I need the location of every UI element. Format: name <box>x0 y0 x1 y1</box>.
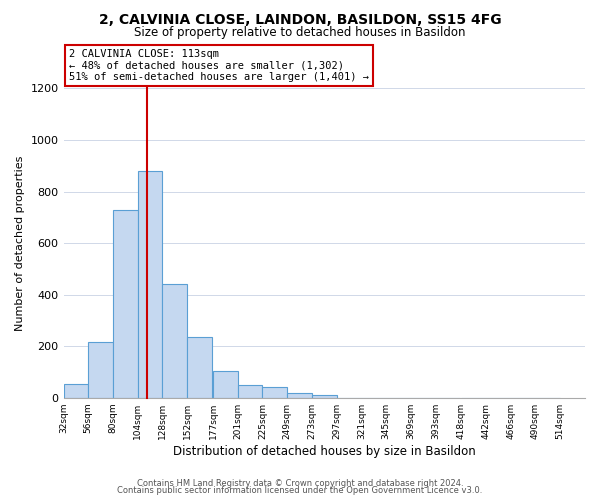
X-axis label: Distribution of detached houses by size in Basildon: Distribution of detached houses by size … <box>173 444 476 458</box>
Bar <box>163 284 187 398</box>
Bar <box>187 337 212 398</box>
Bar <box>88 342 113 398</box>
Bar <box>138 171 163 398</box>
Text: Contains public sector information licensed under the Open Government Licence v3: Contains public sector information licen… <box>118 486 482 495</box>
Y-axis label: Number of detached properties: Number of detached properties <box>15 156 25 330</box>
Bar <box>64 384 88 398</box>
Text: Contains HM Land Registry data © Crown copyright and database right 2024.: Contains HM Land Registry data © Crown c… <box>137 478 463 488</box>
Bar <box>312 395 337 398</box>
Text: 2 CALVINIA CLOSE: 113sqm
← 48% of detached houses are smaller (1,302)
51% of sem: 2 CALVINIA CLOSE: 113sqm ← 48% of detach… <box>69 49 369 82</box>
Bar <box>287 392 312 398</box>
Text: Size of property relative to detached houses in Basildon: Size of property relative to detached ho… <box>134 26 466 39</box>
Bar <box>213 370 238 398</box>
Bar <box>262 388 287 398</box>
Text: 2, CALVINIA CLOSE, LAINDON, BASILDON, SS15 4FG: 2, CALVINIA CLOSE, LAINDON, BASILDON, SS… <box>98 12 502 26</box>
Bar <box>238 385 262 398</box>
Bar <box>113 210 138 398</box>
